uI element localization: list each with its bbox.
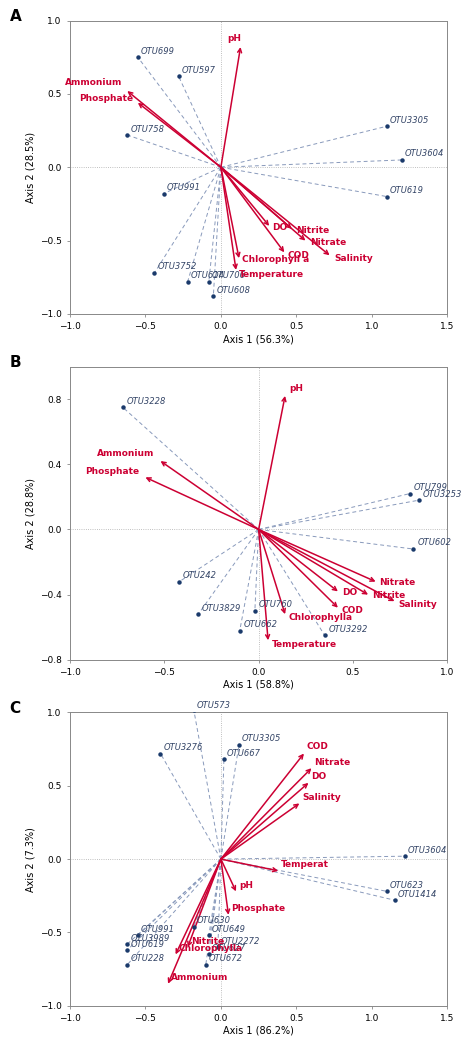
Text: COD: COD: [342, 606, 364, 615]
Text: Nitrite: Nitrite: [372, 592, 405, 600]
Text: OTU991: OTU991: [141, 925, 175, 934]
Text: B: B: [9, 355, 21, 370]
Text: Chlorophyll a: Chlorophyll a: [242, 255, 309, 264]
Text: OTU608: OTU608: [216, 286, 250, 295]
Text: Nitrate: Nitrate: [315, 758, 351, 766]
Text: OTU667: OTU667: [227, 749, 261, 758]
Text: Salinity: Salinity: [398, 600, 437, 608]
Text: COD: COD: [287, 251, 309, 260]
Y-axis label: Axis 2 (7.3%): Axis 2 (7.3%): [26, 827, 36, 892]
Text: OTU3604: OTU3604: [408, 846, 447, 854]
Text: OTU3752: OTU3752: [157, 263, 197, 271]
Text: OTU3305: OTU3305: [242, 734, 282, 743]
Text: Temperature: Temperature: [272, 641, 337, 649]
Text: Ammonium: Ammonium: [65, 77, 123, 87]
Y-axis label: Axis 2 (28.8%): Axis 2 (28.8%): [26, 477, 36, 549]
Text: Nitrate: Nitrate: [380, 578, 416, 587]
Text: OTU991: OTU991: [166, 183, 201, 193]
Text: OTU602: OTU602: [417, 538, 451, 548]
Text: OTU3989: OTU3989: [130, 934, 170, 942]
Text: OTU619: OTU619: [390, 186, 424, 195]
Text: Phosphate: Phosphate: [231, 905, 285, 913]
Text: OTU672: OTU672: [209, 954, 243, 963]
X-axis label: Axis 1 (86.2%): Axis 1 (86.2%): [223, 1026, 294, 1035]
Text: OTU627: OTU627: [212, 944, 246, 953]
Text: OTU614: OTU614: [191, 271, 225, 281]
Text: Phosphate: Phosphate: [86, 467, 140, 475]
Text: OTU3253: OTU3253: [423, 490, 462, 498]
Text: Temperat: Temperat: [281, 861, 329, 869]
Text: OTU3276: OTU3276: [164, 743, 203, 752]
Text: Ammonium: Ammonium: [98, 449, 155, 458]
Text: OTU3305: OTU3305: [390, 116, 429, 125]
Text: OTU619: OTU619: [130, 939, 164, 949]
Text: Phosphate: Phosphate: [79, 94, 133, 103]
Text: pH: pH: [227, 34, 241, 43]
Text: OTU597: OTU597: [182, 66, 216, 75]
Text: OTU573: OTU573: [197, 700, 231, 710]
Text: Salinity: Salinity: [302, 793, 341, 802]
Y-axis label: Axis 2 (28.5%): Axis 2 (28.5%): [26, 132, 36, 203]
Text: OTU3829: OTU3829: [202, 603, 241, 612]
Text: Nitrite: Nitrite: [191, 937, 224, 945]
X-axis label: Axis 1 (58.8%): Axis 1 (58.8%): [223, 680, 294, 690]
Text: DO: DO: [311, 773, 327, 781]
Text: OTU662: OTU662: [244, 620, 278, 629]
Text: Chlorophylla: Chlorophylla: [289, 612, 353, 622]
Text: OTU799: OTU799: [413, 483, 447, 492]
Text: OTU2272: OTU2272: [221, 937, 260, 945]
Text: Nitrate: Nitrate: [310, 238, 346, 247]
Text: OTU3228: OTU3228: [127, 397, 166, 405]
Text: COD: COD: [307, 741, 329, 751]
Text: OTU706: OTU706: [212, 271, 246, 281]
Text: OTU649: OTU649: [212, 925, 246, 934]
Text: DO: DO: [272, 223, 287, 232]
Text: OTU1414: OTU1414: [398, 890, 437, 898]
Text: OTU623: OTU623: [390, 881, 424, 890]
Text: pH: pH: [239, 881, 253, 890]
Text: pH: pH: [289, 383, 303, 393]
Text: OTU699: OTU699: [141, 47, 175, 55]
Text: Salinity: Salinity: [334, 253, 373, 263]
Text: OTU242: OTU242: [183, 571, 217, 580]
Text: Temperature: Temperature: [239, 270, 304, 279]
Text: OTU758: OTU758: [130, 125, 164, 134]
Text: OTU630: OTU630: [197, 916, 231, 926]
Text: DO: DO: [342, 588, 357, 597]
Text: Nitrite: Nitrite: [296, 226, 329, 235]
Text: OTU760: OTU760: [259, 600, 292, 609]
Text: Ammonium: Ammonium: [171, 974, 228, 982]
Text: Chlorophylla: Chlorophylla: [179, 944, 243, 953]
Text: OTU3604: OTU3604: [405, 150, 445, 158]
Text: OTU228: OTU228: [130, 954, 164, 963]
X-axis label: Axis 1 (56.3%): Axis 1 (56.3%): [223, 334, 294, 344]
Text: OTU3292: OTU3292: [328, 625, 368, 633]
Text: C: C: [9, 700, 20, 716]
Text: A: A: [9, 8, 21, 24]
